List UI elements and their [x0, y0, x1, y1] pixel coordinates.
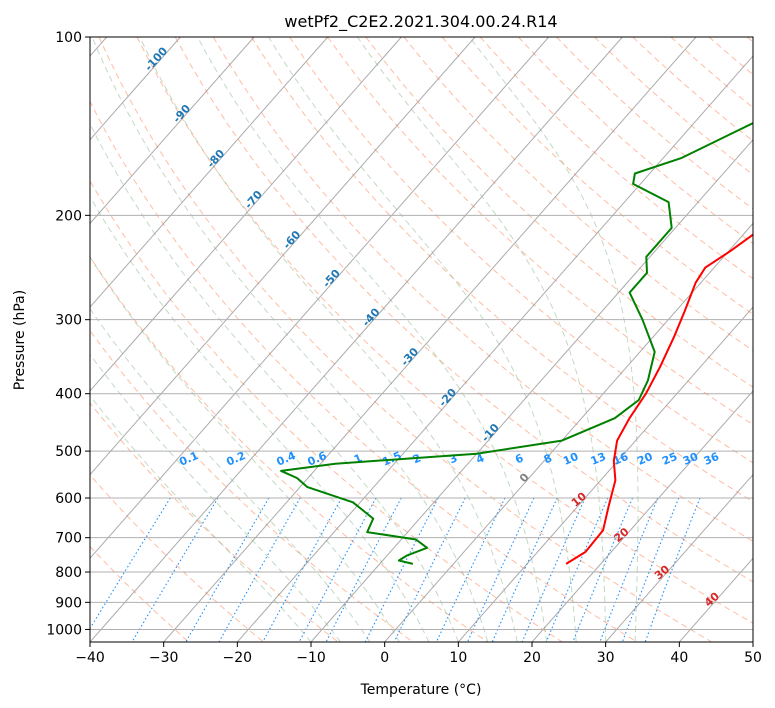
moist-adiabat — [90, 308, 371, 642]
mixing-ratio-line — [131, 497, 219, 642]
mixing-ratio-line — [185, 497, 270, 642]
dry-adiabat — [403, 37, 753, 352]
x-tick-label: −20 — [223, 650, 253, 666]
dry-adiabat — [365, 37, 753, 388]
dry-adiabat — [90, 179, 563, 642]
mixing-ratio-lines — [90, 497, 701, 642]
mixing-ratio-line — [599, 497, 659, 642]
x-tick-label: 30 — [597, 650, 615, 666]
mixing-ratio-label: 13 — [589, 450, 608, 468]
y-tick-label: 500 — [55, 444, 82, 460]
y-tick-label: 900 — [55, 595, 82, 611]
x-axis-label: Temperature (°C) — [360, 682, 482, 698]
sounding-profiles — [280, 122, 753, 565]
isotherm — [90, 37, 181, 141]
isotherm — [90, 37, 623, 642]
mixing-ratio-label: 25 — [660, 450, 679, 468]
moist-adiabat — [197, 37, 548, 642]
mixing-ratio-line — [621, 497, 680, 642]
isotherm — [90, 37, 329, 308]
y-tick-label: 700 — [55, 531, 82, 547]
x-tick-label: −40 — [75, 650, 105, 666]
mixing-ratio-line — [572, 497, 634, 642]
isotherm — [457, 306, 753, 642]
moist-adiabat — [90, 195, 430, 642]
isotherm — [90, 37, 550, 560]
moist-adiabat — [268, 37, 577, 642]
mixing-ratio-line — [545, 497, 609, 642]
dry-adiabat — [98, 37, 712, 642]
y-axis-ticks: 100 200 300 400 500 600 700 800 900 1000 — [46, 30, 90, 638]
x-tick-label: 50 — [744, 650, 762, 666]
dry-adiabat — [174, 37, 753, 583]
mixing-ratio-line — [298, 497, 377, 642]
y-tick-label: 100 — [55, 30, 82, 46]
mixing-ratio-line — [491, 497, 558, 642]
x-axis-ticks: −40 −30 −20 −10 0 10 20 30 40 50 — [75, 642, 762, 666]
x-tick-label: 0 — [380, 650, 389, 666]
dry-adiabat — [250, 37, 753, 503]
dry-adiabat — [136, 37, 753, 624]
x-tick-label: −10 — [296, 650, 326, 666]
mixing-ratio-label: 20 — [635, 450, 654, 468]
isotherm — [310, 138, 753, 642]
isotherm — [163, 37, 697, 642]
mixing-ratio-line — [521, 497, 586, 642]
dry-adiabat — [441, 37, 753, 315]
moist-adiabat — [90, 353, 341, 642]
isotherm — [90, 37, 476, 476]
y-tick-label: 400 — [55, 387, 82, 403]
dry-adiabat — [327, 37, 753, 426]
mixing-ratio-line — [325, 497, 402, 642]
moist-adiabat — [90, 123, 459, 642]
dewpoint-profile — [280, 122, 753, 565]
mixing-ratio-label: 36 — [702, 450, 721, 468]
temperature-profile — [565, 233, 753, 565]
mixing-ratio-label: 30 — [681, 450, 700, 468]
isotherm — [236, 55, 753, 642]
mixing-ratio-label: 10 — [561, 450, 580, 468]
chart-title: wetPf2_C2E2.2021.304.00.24.R14 — [284, 12, 557, 32]
moist-adiabat — [356, 37, 607, 642]
dry-adiabat — [212, 37, 753, 542]
isotherm — [90, 37, 255, 225]
dry-adiabat — [90, 100, 638, 642]
isotherm — [531, 390, 753, 642]
mixing-ratio-line — [364, 497, 439, 642]
dry-adiabat — [90, 545, 190, 642]
dry-adiabat — [90, 474, 264, 642]
mixing-ratio-line — [644, 497, 701, 642]
y-tick-label: 800 — [55, 565, 82, 581]
moist-adiabat — [469, 37, 639, 642]
y-tick-label: 1000 — [46, 622, 82, 638]
plot-area — [90, 37, 753, 642]
x-tick-label: −30 — [149, 650, 179, 666]
plot-frame — [89, 36, 754, 643]
x-tick-label: 40 — [670, 650, 688, 666]
y-tick-label: 300 — [55, 313, 82, 329]
x-tick-label: 10 — [449, 650, 467, 666]
y-axis-label: Pressure (hPa) — [12, 290, 28, 390]
isotherms — [90, 37, 753, 642]
isotherm — [90, 37, 402, 392]
mixing-ratio-line — [90, 497, 171, 630]
y-tick-label: 600 — [55, 491, 82, 507]
moist-adiabat — [139, 37, 518, 642]
y-tick-label: 200 — [55, 208, 82, 224]
isotherm — [605, 473, 753, 642]
moist-adiabat — [91, 37, 489, 642]
x-tick-label: 20 — [523, 650, 541, 666]
